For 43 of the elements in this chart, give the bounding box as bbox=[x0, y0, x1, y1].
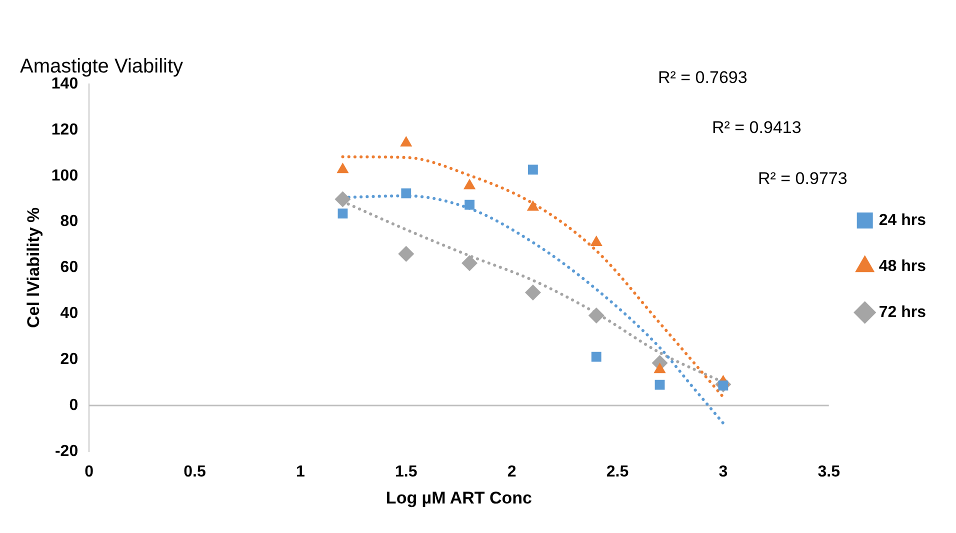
x-tick-label: 3.5 bbox=[818, 463, 840, 480]
point bbox=[590, 235, 602, 246]
y-tick-label: 40 bbox=[60, 305, 78, 322]
line-series bbox=[341, 155, 725, 398]
point bbox=[591, 352, 602, 362]
annotation: R² = 0.7693 bbox=[658, 68, 748, 87]
point bbox=[338, 208, 348, 218]
y-tick-label: 140 bbox=[51, 75, 78, 92]
y-tick-label: 120 bbox=[51, 121, 78, 138]
x-tick-label: 2.5 bbox=[606, 463, 629, 480]
y-tick-label: -20 bbox=[54, 442, 78, 460]
point bbox=[528, 164, 538, 175]
annotation: R² = 0.9773 bbox=[758, 169, 848, 188]
x-tick-label: 2 bbox=[507, 463, 516, 480]
x-axis-title: Log µM ART Conc bbox=[386, 488, 532, 508]
point bbox=[462, 255, 478, 272]
x-tick-label: 1 bbox=[296, 463, 306, 480]
point bbox=[463, 178, 476, 190]
x-tick-label: 3 bbox=[718, 463, 728, 480]
point bbox=[464, 200, 474, 210]
x-tick-label: 0 bbox=[84, 463, 94, 480]
point bbox=[400, 136, 412, 147]
y-axis-title: Cel lViability % bbox=[24, 207, 43, 328]
point bbox=[524, 284, 541, 300]
point bbox=[401, 188, 412, 198]
point bbox=[336, 162, 349, 174]
legend-label: 72 hrs bbox=[878, 304, 926, 321]
legend-label: 24 hrs bbox=[878, 212, 926, 229]
y-tick-label: 80 bbox=[60, 213, 78, 230]
legend-label: 48 hrs bbox=[878, 258, 926, 275]
point bbox=[334, 191, 351, 208]
y-tick-label: 60 bbox=[60, 259, 78, 276]
point bbox=[588, 307, 604, 324]
x-tick-label: 1.5 bbox=[395, 463, 418, 480]
y-tick-label: 100 bbox=[51, 167, 78, 184]
x-tick-label: 0.5 bbox=[184, 463, 206, 480]
point bbox=[398, 246, 414, 262]
point bbox=[526, 200, 540, 211]
point bbox=[654, 380, 665, 390]
y-tick-label: 0 bbox=[69, 396, 78, 414]
y-tick-label: 20 bbox=[60, 350, 78, 368]
chart-title: Amastigte Viability bbox=[20, 56, 184, 78]
annotation: R² = 0.9413 bbox=[712, 118, 802, 137]
